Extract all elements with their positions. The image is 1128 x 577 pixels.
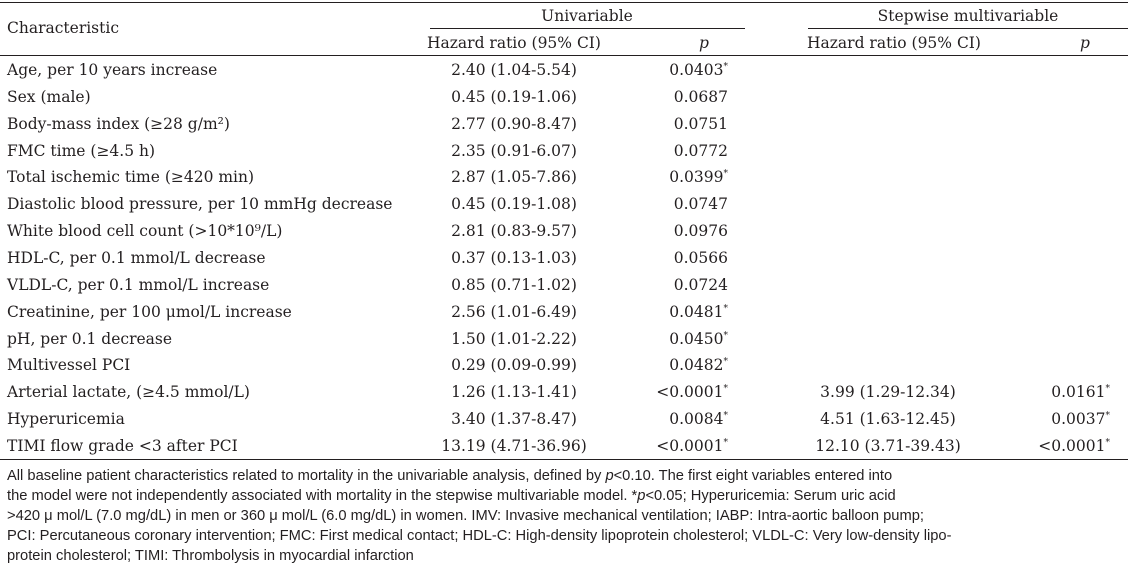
footnote-p-symbol: p [637, 488, 646, 504]
univariable-hazard-ratio: 13.19 (4.71-36.96) [441, 437, 587, 455]
footnote-line: the model were not independently associa… [7, 486, 1125, 506]
univariable-hazard-ratio: 3.40 (1.37-8.47) [451, 410, 577, 428]
footnote-p-symbol: p [605, 468, 614, 484]
significance-mark: * [723, 169, 729, 179]
univariable-p-value: 0.0724 [673, 276, 728, 294]
univariable-p-value: 0.0976 [673, 222, 728, 240]
univariable-p-value: 0.0566 [673, 249, 728, 267]
footnote-text: <0.10. The first eight variables entered… [613, 468, 893, 484]
footnote-text: <0.05; Hyperuricemia: Serum uric acid [645, 488, 896, 504]
univariable-p-value: 0.0481* [669, 303, 729, 321]
row-label: pH, per 0.1 decrease [7, 330, 173, 348]
univariable-hazard-ratio: 1.26 (1.13-1.41) [451, 383, 577, 401]
univariable-p-value: 0.0084* [669, 410, 729, 428]
stepwise-rule [808, 28, 1128, 29]
characteristic-header: Characteristic [7, 19, 120, 37]
significance-mark: * [1105, 438, 1111, 448]
univariable-p-value: 0.0482* [669, 356, 729, 374]
row-label: Hyperuricemia [7, 410, 125, 428]
footnote-star: * [631, 488, 638, 504]
univariable-p-value: 0.0403* [669, 61, 729, 79]
footnote-line: PCI: Percutaneous coronary intervention;… [7, 528, 952, 544]
univariable-rule [430, 28, 745, 29]
univariable-hazard-ratio: 0.37 (0.13-1.03) [451, 249, 577, 267]
univariable-p-value: 0.0399* [669, 168, 729, 186]
row-label: HDL-C, per 0.1 mmol/L decrease [7, 249, 266, 267]
univariable-hazard-ratio: 2.87 (1.05-7.86) [451, 168, 577, 186]
stepwise-hazard-ratio: 4.51 (1.63-12.45) [820, 410, 956, 428]
stepwise-p-value: 0.0161* [1051, 383, 1111, 401]
footnote-text: All baseline patient characteristics rel… [7, 468, 606, 484]
univariable-p-value: 0.0450* [669, 330, 729, 348]
significance-mark: * [723, 62, 729, 72]
significance-mark: * [723, 438, 729, 448]
header-rule [0, 55, 1128, 56]
univariable-p-value: 0.0751 [673, 115, 728, 133]
univariable-hazard-ratio: 0.29 (0.09-0.99) [451, 356, 577, 374]
row-label: Sex (male) [7, 88, 91, 106]
significance-mark: * [723, 357, 729, 367]
row-label: Multivessel PCI [7, 356, 131, 374]
row-label: Total ischemic time (≥420 min) [7, 168, 255, 186]
univariable-hazard-ratio: 0.45 (0.19-1.06) [451, 88, 577, 106]
univariable-p-value: <0.0001* [656, 383, 729, 401]
univariable-header: Univariable [541, 7, 633, 25]
row-label: Body-mass index (≥28 g/m²) [7, 115, 230, 133]
stepwise-p-value: 0.0037* [1051, 410, 1111, 428]
top-rule [0, 2, 1128, 3]
row-label: White blood cell count (>10*10⁹/L) [7, 222, 283, 240]
univariable-hazard-ratio: 0.45 (0.19-1.08) [451, 195, 577, 213]
significance-mark: * [723, 384, 729, 394]
table-footnote: All baseline patient characteristics rel… [7, 466, 1125, 566]
univariable-p-value: <0.0001* [656, 437, 729, 455]
row-label: FMC time (≥4.5 h) [7, 142, 156, 160]
bottom-rule [0, 459, 1128, 460]
row-label: TIMI flow grade <3 after PCI [7, 437, 238, 455]
row-label: Creatinine, per 100 μmol/L increase [7, 303, 292, 321]
univariable-p-header: p [699, 34, 709, 52]
univariable-hazard-ratio: 0.85 (0.71-1.02) [451, 276, 577, 294]
univariable-p-value: 0.0747 [673, 195, 728, 213]
stepwise-p-value: <0.0001* [1038, 437, 1111, 455]
stepwise-hr-header: Hazard ratio (95% CI) [807, 34, 981, 52]
significance-mark: * [1105, 411, 1111, 421]
footnote-line: >420 μ mol/L (7.0 mg/dL) in men or 360 μ… [7, 508, 924, 524]
footnote-text: the model were not independently associa… [7, 488, 632, 504]
univariable-p-value: 0.0772 [673, 142, 728, 160]
univariable-hazard-ratio: 1.50 (1.01-2.22) [451, 330, 577, 348]
stepwise-header: Stepwise multivariable [877, 7, 1059, 25]
univariable-hazard-ratio: 2.77 (0.90-8.47) [451, 115, 577, 133]
row-label: Diastolic blood pressure, per 10 mmHg de… [7, 195, 393, 213]
univariable-hr-header: Hazard ratio (95% CI) [427, 34, 601, 52]
footnote-line: protein cholesterol; TIMI: Thrombolysis … [7, 548, 414, 564]
row-label: Age, per 10 years increase [7, 61, 218, 79]
significance-mark: * [723, 304, 729, 314]
univariable-hazard-ratio: 2.56 (1.01-6.49) [451, 303, 577, 321]
row-label: VLDL-C, per 0.1 mmol/L increase [7, 276, 270, 294]
univariable-hazard-ratio: 2.35 (0.91-6.07) [451, 142, 577, 160]
stepwise-hazard-ratio: 3.99 (1.29-12.34) [820, 383, 956, 401]
stepwise-p-header: p [1080, 34, 1090, 52]
univariable-p-value: 0.0687 [673, 88, 728, 106]
significance-mark: * [723, 331, 729, 341]
significance-mark: * [1105, 384, 1111, 394]
significance-mark: * [723, 411, 729, 421]
row-label: Arterial lactate, (≥4.5 mmol/L) [7, 383, 250, 401]
univariable-hazard-ratio: 2.40 (1.04-5.54) [451, 61, 577, 79]
stepwise-hazard-ratio: 12.10 (3.71-39.43) [815, 437, 961, 455]
footnote-line: All baseline patient characteristics rel… [7, 466, 1125, 486]
univariable-hazard-ratio: 2.81 (0.83-9.57) [451, 222, 577, 240]
